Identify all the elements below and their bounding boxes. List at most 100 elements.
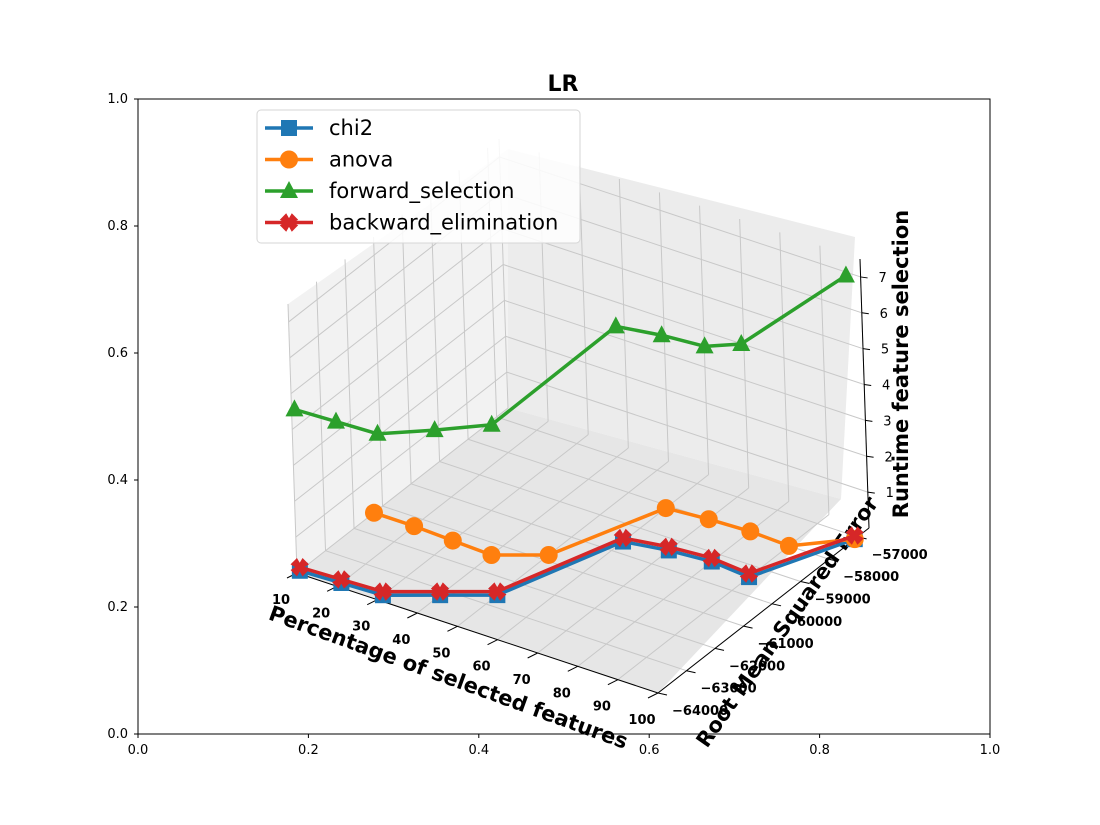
- data-point-forward-selection: [732, 333, 751, 351]
- chart-title: LR: [548, 72, 579, 97]
- data-point-anova: [443, 531, 462, 550]
- x-tick-mark: [567, 665, 579, 672]
- data-point-backward-elimination: [373, 582, 393, 601]
- legend-item-anova: anova: [265, 148, 393, 172]
- grid-line-y-left: [344, 259, 355, 529]
- 3d-axis-ticks: 10 20 30 40 50 60 70 80 90 100 −64000 −63000 −62000 −…: [272, 258, 928, 728]
- series-line-backward-elimination: [299, 533, 856, 594]
- data-point-backward-elimination: [488, 582, 507, 601]
- outer-x-tick-label: 0.8: [809, 743, 830, 758]
- x-tick-mark: [607, 679, 619, 686]
- data-point-backward-elimination: [290, 557, 309, 577]
- floor-pane: [297, 408, 841, 693]
- y-tick-mark: [800, 581, 810, 585]
- left-pane: [288, 149, 508, 573]
- data-point-forward-selection: [695, 336, 714, 354]
- data-point-anova: [364, 503, 383, 522]
- data-point-backward-elimination: [702, 548, 721, 568]
- data-point-forward-selection: [652, 325, 671, 343]
- y-tick-mark: [743, 625, 753, 629]
- legend-item-forward-selection: forward_selection: [265, 179, 514, 204]
- grid-line-y-left: [401, 214, 412, 484]
- grid-line-x-back: [658, 192, 669, 462]
- data-point-backward-elimination: [430, 582, 450, 601]
- data-point-backward-elimination: [739, 564, 759, 583]
- z-tick-label: 7: [878, 271, 886, 286]
- y-tick-label: −64000: [672, 704, 728, 719]
- legend-marker-forward-selection: [280, 181, 298, 198]
- y-tick-label: −62000: [729, 659, 785, 674]
- data-point-anova: [699, 510, 718, 529]
- z-tick-mark: [866, 455, 874, 458]
- legend-label: chi2: [329, 116, 373, 140]
- grid-line-x-floor: [336, 420, 549, 587]
- series-line-chi2: [299, 537, 856, 597]
- grid-line-x-back: [779, 232, 790, 502]
- z-tick-mark: [867, 491, 875, 494]
- legend-box: [256, 109, 581, 244]
- x-tick-mark: [407, 612, 418, 619]
- grid-line-z-back: [503, 264, 865, 386]
- x-tick-label: 70: [513, 673, 531, 688]
- data-point-forward-selection: [482, 414, 501, 432]
- x-tick-label: 60: [473, 660, 491, 675]
- x-tick-label: 30: [352, 620, 370, 635]
- y-tick-label: −57000: [872, 548, 928, 563]
- z-tick-label: 6: [880, 307, 888, 322]
- grid-line-x-floor: [497, 474, 709, 641]
- grid-line-z-left: [294, 335, 506, 502]
- data-point-forward-selection: [326, 411, 345, 429]
- grid-line-y-floor: [496, 416, 858, 538]
- grid-line-y-left: [373, 237, 384, 507]
- z-tick-label: 3: [883, 414, 891, 429]
- data-point-forward-selection: [425, 420, 444, 438]
- x-tick-label: 10: [272, 593, 290, 608]
- z-axis-line: [859, 258, 870, 529]
- grid-line-z-back: [504, 299, 866, 421]
- grid-line-x-back: [578, 165, 589, 435]
- z-tick-mark: [864, 384, 872, 387]
- legend-marker-anova: [280, 150, 298, 169]
- series-forward-selection: [285, 265, 855, 441]
- outer-y-tick-label: 0.0: [107, 727, 128, 742]
- legend: chi2 anova forward_selection backward_elimi…: [256, 109, 581, 244]
- legend-marker-chi2: [281, 120, 297, 136]
- grid-line-z-back: [505, 335, 867, 457]
- outer-y-tick-label: 0.8: [107, 219, 128, 234]
- legend-label: anova: [329, 148, 393, 172]
- z-tick-label: 5: [881, 343, 889, 358]
- grid-line-z-left: [290, 228, 503, 395]
- z-tick-label: 2: [884, 450, 892, 465]
- grid-line-y-floor: [353, 527, 716, 649]
- grid-line-x-floor: [296, 407, 509, 574]
- x-tick-label: 90: [593, 700, 611, 715]
- y-tick-label: −58000: [843, 570, 899, 585]
- grid-line-z-left: [291, 264, 504, 430]
- grid-line-z-back: [506, 371, 868, 493]
- x-tick-mark: [527, 652, 538, 659]
- outer-axes-ticks: 0.0 0.2 0.4 0.6 0.8 1.0 0.0 0.2 0.4 0.6 0.8 1.0: [107, 92, 1000, 758]
- z-axis-label: Runtime feature selection: [889, 210, 913, 518]
- data-point-backward-elimination: [613, 528, 633, 548]
- z-tick-mark: [862, 348, 871, 351]
- data-point-forward-selection: [368, 423, 387, 441]
- y-tick-mark: [828, 558, 839, 562]
- y-tick-label: −61000: [758, 637, 814, 652]
- series-line-forward-selection: [293, 274, 847, 436]
- data-point-backward-elimination: [659, 537, 678, 557]
- series-backward-elimination: [290, 526, 864, 601]
- grid-line-y-left: [287, 303, 298, 574]
- outer-x-tick-label: 0.4: [468, 743, 489, 758]
- series-line-anova: [373, 506, 855, 557]
- outer-x-tick-label: 0.2: [298, 743, 319, 758]
- data-point-anova: [539, 545, 558, 564]
- z-tick-mark: [865, 419, 873, 422]
- grid-line-y-floor: [325, 550, 687, 672]
- grid-line-x-back: [739, 218, 750, 489]
- x-tick-label: 40: [392, 633, 410, 648]
- grid-line-z-left: [295, 371, 508, 538]
- data-point-anova: [779, 536, 798, 555]
- data-point-backward-elimination: [845, 526, 864, 545]
- series-layer: [285, 265, 864, 604]
- outer-y-tick-label: 0.2: [107, 600, 128, 615]
